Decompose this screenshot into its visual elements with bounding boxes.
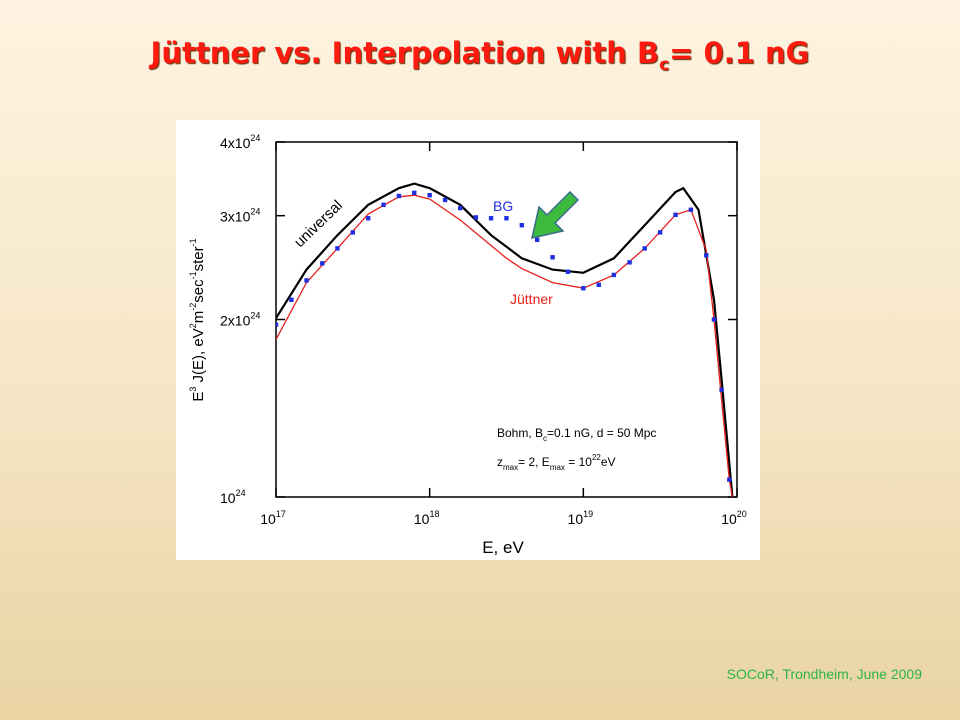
y-tick-base: 10 xyxy=(220,490,236,506)
data-point xyxy=(427,192,432,198)
y-tick-exponent: 24 xyxy=(250,207,260,217)
data-point xyxy=(727,477,732,482)
y-label-sup: 3 xyxy=(188,387,198,392)
annotation-sub: max xyxy=(550,463,565,472)
data-point xyxy=(550,255,555,260)
y-tick-label: 4x1024 xyxy=(220,133,260,151)
annotation: Bohm, Bc=0.1 nG, d = 50 Mpc xyxy=(497,426,656,443)
data-point xyxy=(673,212,678,218)
x-tick-exponent: 18 xyxy=(429,509,439,519)
series-line xyxy=(276,182,734,497)
data-point xyxy=(704,253,709,258)
data-point xyxy=(381,202,386,208)
data-point xyxy=(504,216,509,221)
annotation-part: Bohm, B xyxy=(497,426,543,440)
x-tick-base: 10 xyxy=(414,511,430,527)
y-tick-base: 4x10 xyxy=(220,135,251,151)
y-label-sup: -2 xyxy=(188,303,198,311)
x-tick-label: 1017 xyxy=(260,509,286,527)
data-point xyxy=(519,223,525,228)
data-point xyxy=(611,272,617,278)
y-label-part: sec xyxy=(190,279,207,303)
series-label: BG xyxy=(493,198,513,214)
y-tick-exponent: 24 xyxy=(236,488,246,498)
data-point xyxy=(596,282,601,288)
data-point xyxy=(581,286,586,291)
data-point xyxy=(350,230,355,235)
y-label-sup: -1 xyxy=(188,238,198,246)
data-point xyxy=(719,387,724,392)
x-tick-label: 1018 xyxy=(414,509,440,527)
data-point xyxy=(657,230,663,235)
annotation-part: eV xyxy=(601,455,616,469)
y-axis-label: E3 J(E), eV2m-2sec-1ster-1 xyxy=(188,238,207,401)
y-tick-exponent: 24 xyxy=(250,133,260,143)
annotation-sup: 22 xyxy=(592,453,601,462)
x-tick-label: 1019 xyxy=(568,509,594,527)
pointer-arrow xyxy=(531,190,580,239)
x-tick-exponent: 20 xyxy=(737,509,747,519)
annotation-part: = 2, E xyxy=(518,455,550,469)
x-tick-exponent: 17 xyxy=(276,509,286,519)
x-tick-label: 1020 xyxy=(721,509,747,527)
annotation-part: = 10 xyxy=(565,455,592,469)
y-label-part: m xyxy=(190,311,207,324)
data-point xyxy=(365,216,371,221)
data-point xyxy=(304,278,309,283)
x-tick-base: 10 xyxy=(721,511,737,527)
x-tick-base: 10 xyxy=(260,511,276,527)
data-point xyxy=(688,207,694,212)
data-point xyxy=(642,246,647,251)
data-point xyxy=(535,237,540,243)
data-point xyxy=(396,193,402,199)
title-subscript: c xyxy=(659,54,670,75)
y-tick-base: 3x10 xyxy=(220,209,251,225)
y-label-part: E xyxy=(190,392,207,402)
y-tick-label: 2x1024 xyxy=(220,311,260,329)
chart-background xyxy=(176,120,760,560)
y-tick-exponent: 24 xyxy=(250,311,260,321)
data-point xyxy=(711,317,717,322)
data-point xyxy=(335,246,340,251)
y-tick-label: 3x1024 xyxy=(220,207,260,225)
y-label-part: J(E), eV xyxy=(190,328,207,386)
footer: SOCoR, Trondheim, June 2009 xyxy=(726,666,922,682)
annotation-part: z xyxy=(497,455,503,469)
data-point xyxy=(276,322,279,327)
data-point xyxy=(457,205,463,211)
data-point xyxy=(320,261,325,266)
annotation-part: =0.1 nG, d = 50 Mpc xyxy=(547,426,656,440)
x-tick-exponent: 19 xyxy=(583,509,593,519)
data-point xyxy=(412,190,417,196)
data-point xyxy=(565,269,571,274)
slide-title: Jüttner vs. Interpolation with Bc= 0.1 n… xyxy=(0,36,960,75)
data-point xyxy=(473,215,479,220)
x-tick-base: 10 xyxy=(568,511,584,527)
y-label-part: ster xyxy=(190,246,207,271)
annotation-sub: c xyxy=(543,434,547,443)
title-text: Jüttner vs. Interpolation with B xyxy=(150,36,660,70)
data-point xyxy=(289,297,294,302)
data-point xyxy=(442,197,448,203)
y-tick-base: 2x10 xyxy=(220,313,251,329)
annotation: zmax= 2, Emax = 1022eV xyxy=(497,453,616,472)
data-point xyxy=(627,260,632,265)
annotation-sub: max xyxy=(503,463,518,472)
y-label-sup: -1 xyxy=(188,271,198,279)
x-axis-label: E, eV xyxy=(482,538,524,557)
title-suffix: = 0.1 nG xyxy=(669,36,810,70)
y-label-sup: 2 xyxy=(188,323,198,328)
y-tick-label: 1024 xyxy=(220,488,246,506)
series-label: Jüttner xyxy=(510,291,553,307)
data-point xyxy=(488,216,494,221)
